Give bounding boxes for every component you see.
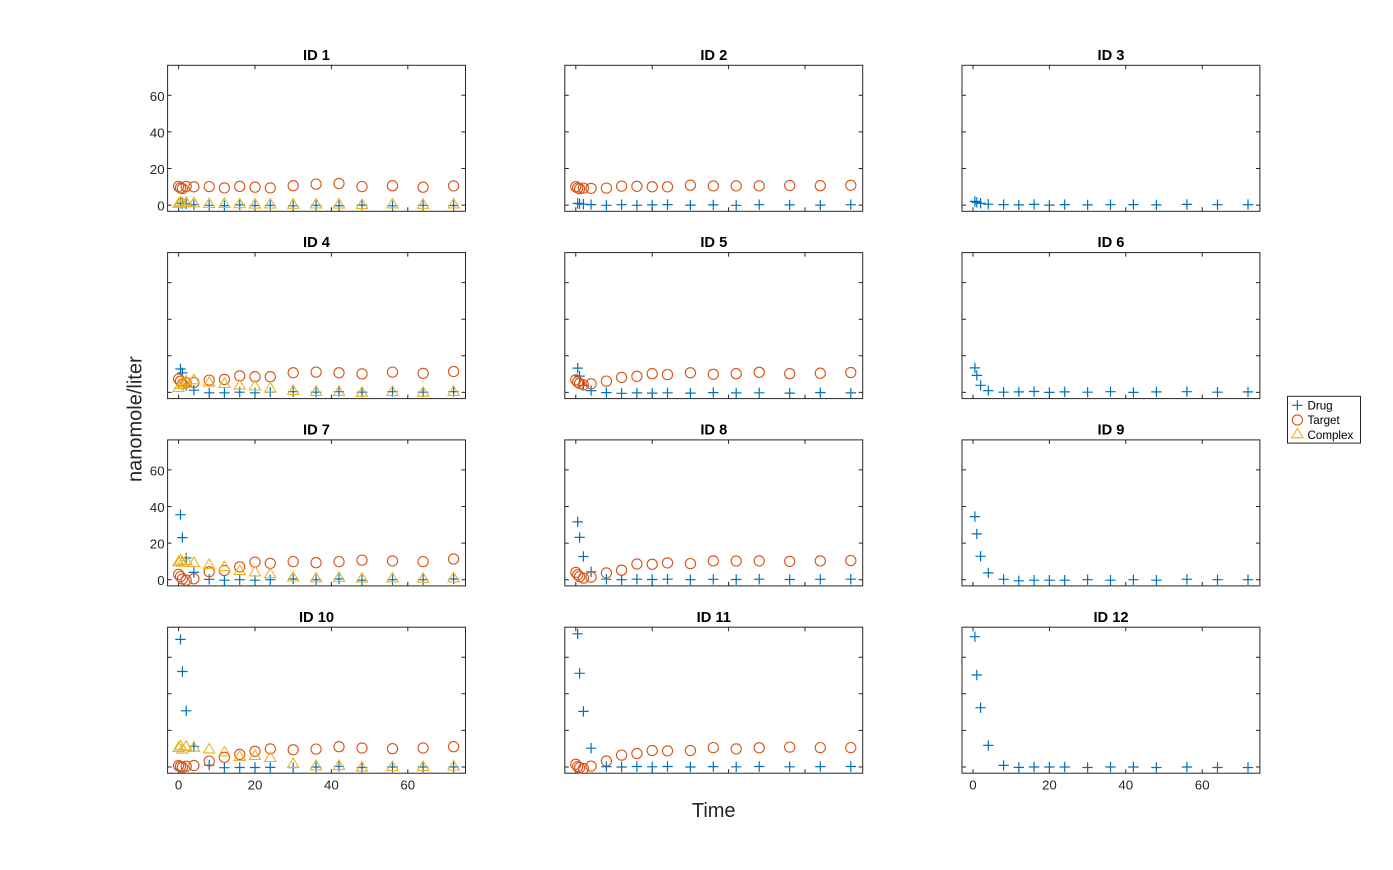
svg-text:ID 12: ID 12	[1093, 610, 1128, 626]
svg-text:ID 10: ID 10	[299, 610, 334, 626]
svg-text:ID 6: ID 6	[1098, 235, 1125, 251]
svg-text:Complex: Complex	[1308, 429, 1354, 442]
svg-text:60: 60	[1195, 778, 1210, 793]
svg-text:40: 40	[324, 778, 339, 793]
svg-text:ID 3: ID 3	[1098, 48, 1125, 64]
svg-text:ID 4: ID 4	[303, 235, 331, 251]
svg-text:Time: Time	[692, 800, 736, 822]
svg-text:40: 40	[150, 500, 165, 515]
svg-text:0: 0	[175, 778, 182, 793]
svg-text:ID 7: ID 7	[303, 423, 330, 439]
svg-text:Target: Target	[1308, 414, 1341, 427]
svg-text:0: 0	[969, 778, 976, 793]
svg-text:40: 40	[1118, 778, 1133, 793]
svg-text:60: 60	[150, 89, 165, 104]
svg-text:20: 20	[248, 778, 263, 793]
svg-text:Drug: Drug	[1308, 400, 1333, 413]
svg-text:0: 0	[157, 573, 164, 588]
svg-text:ID 1: ID 1	[303, 48, 330, 64]
svg-text:20: 20	[150, 162, 165, 177]
svg-text:60: 60	[400, 778, 415, 793]
svg-text:60: 60	[150, 463, 165, 478]
svg-text:0: 0	[157, 199, 164, 214]
svg-text:ID 5: ID 5	[700, 235, 727, 251]
svg-text:40: 40	[150, 126, 165, 141]
svg-text:20: 20	[1042, 778, 1057, 793]
svg-text:nanomole/liter: nanomole/liter	[124, 356, 146, 482]
svg-text:ID 11: ID 11	[697, 610, 731, 626]
svg-text:ID 2: ID 2	[700, 48, 727, 64]
svg-text:ID 8: ID 8	[700, 423, 727, 439]
svg-text:20: 20	[150, 537, 165, 552]
svg-text:ID 9: ID 9	[1098, 423, 1125, 439]
